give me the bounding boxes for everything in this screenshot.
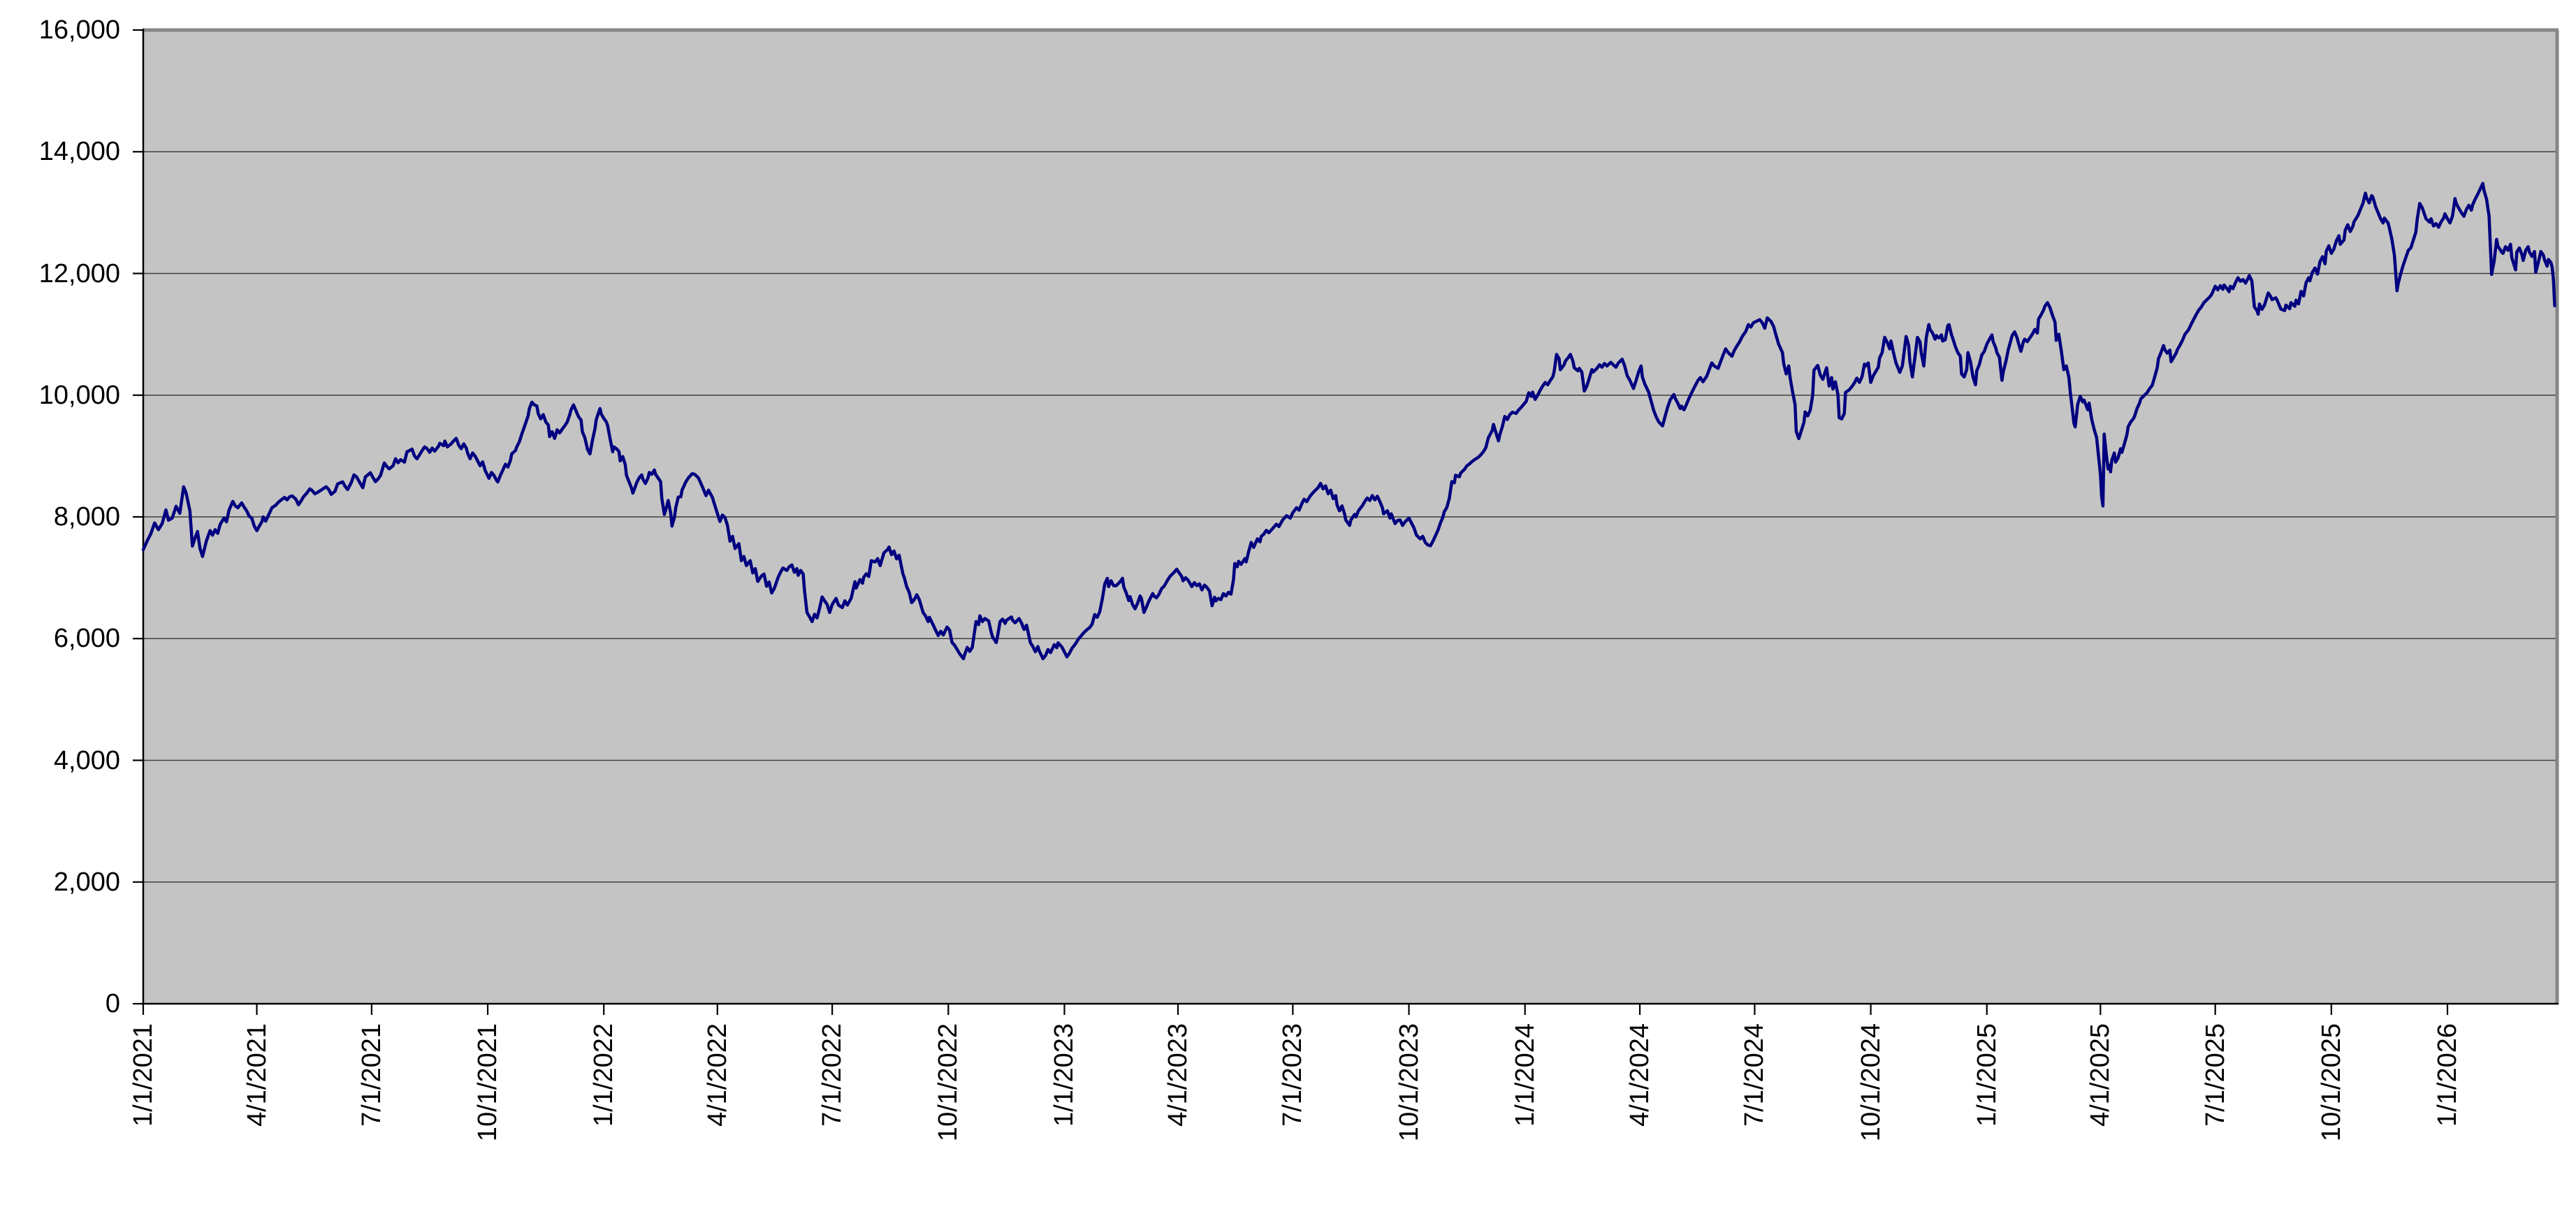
x-axis-label: 1/1/2024 bbox=[1510, 1023, 1540, 1127]
x-axis-label: 4/1/2022 bbox=[702, 1023, 732, 1127]
x-axis-label: 4/1/2024 bbox=[1625, 1023, 1655, 1127]
x-axis-label: 4/1/2023 bbox=[1163, 1023, 1193, 1127]
x-axis-label: 7/1/2022 bbox=[817, 1023, 847, 1127]
series-line-price bbox=[141, 182, 2556, 661]
y-axis-label: 8,000 bbox=[53, 502, 120, 532]
x-axis-label: 10/1/2022 bbox=[933, 1023, 963, 1142]
x-axis-label: 7/1/2021 bbox=[356, 1023, 386, 1127]
x-axis-label: 4/1/2021 bbox=[242, 1023, 272, 1127]
y-axis-label: 0 bbox=[105, 989, 120, 1018]
y-axis-label: 4,000 bbox=[53, 745, 120, 775]
x-axis-label: 10/1/2023 bbox=[1394, 1023, 1424, 1142]
y-axis-label: 10,000 bbox=[38, 380, 120, 410]
x-axis-label: 7/1/2025 bbox=[2200, 1023, 2230, 1127]
x-axis-label: 10/1/2021 bbox=[473, 1023, 503, 1142]
x-axis-label: 10/1/2025 bbox=[2316, 1023, 2346, 1142]
y-axis-label: 14,000 bbox=[38, 137, 120, 167]
x-axis-label: 4/1/2025 bbox=[2086, 1023, 2116, 1127]
x-axis-label: 1/1/2023 bbox=[1049, 1023, 1079, 1127]
y-axis-label: 16,000 bbox=[38, 15, 120, 45]
x-axis-label: 10/1/2024 bbox=[1856, 1023, 1886, 1142]
x-axis-label: 7/1/2024 bbox=[1740, 1023, 1770, 1127]
x-axis-label: 1/1/2021 bbox=[129, 1023, 158, 1127]
y-axis-label: 6,000 bbox=[53, 624, 120, 654]
y-axis-label: 12,000 bbox=[38, 258, 120, 288]
x-axis-label: 1/1/2022 bbox=[589, 1023, 619, 1127]
y-axis-label: 2,000 bbox=[53, 867, 120, 897]
x-axis-label: 1/1/2025 bbox=[1972, 1023, 2002, 1127]
x-axis-label: 7/1/2023 bbox=[1278, 1023, 1308, 1127]
x-axis-label: 1/1/2026 bbox=[2433, 1023, 2462, 1127]
